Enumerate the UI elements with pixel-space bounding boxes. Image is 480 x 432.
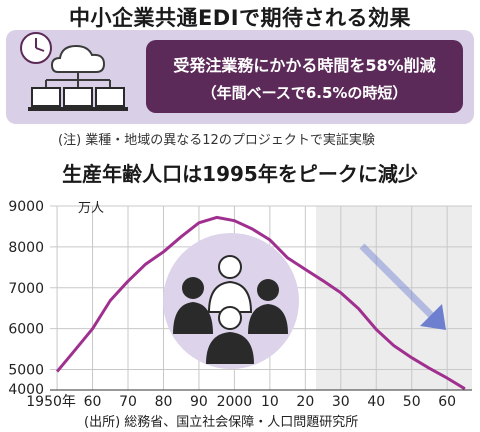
- illustration: [20, 32, 128, 111]
- clock-icon: [20, 32, 52, 64]
- x-tick-label: 90: [190, 394, 208, 410]
- x-axis: 1950年 60 70 80 90 2000 10 20 30 40 50 60: [26, 394, 456, 410]
- x-tick-label: 60: [84, 394, 102, 410]
- cloud-icon: [45, 44, 111, 88]
- footnote: (注) 業種・地域の異なる12のプロジェクトで実証実験: [58, 133, 375, 148]
- people-icon: [163, 233, 299, 369]
- y-tick-label: 8000: [8, 240, 44, 256]
- y-tick-label: 5000: [8, 363, 44, 379]
- laptop-icon: [60, 87, 96, 111]
- x-tick-label: 20: [296, 394, 314, 410]
- callout-subline: （年間ベースで6.5%の時短）: [201, 84, 408, 102]
- y-tick-label: 4000: [8, 382, 44, 398]
- population-line: [55, 215, 466, 391]
- arrow-icon: [359, 243, 446, 330]
- callout-headline: 受発注業務にかかる時間を58%削減: [173, 56, 436, 75]
- laptop-icon: [92, 87, 128, 111]
- y-axis: 4000 5000 6000 7000 8000 9000: [8, 199, 44, 398]
- projection-shade: [315, 206, 472, 390]
- x-tick-label: 1950年: [26, 394, 76, 410]
- y-tick-label: 6000: [8, 322, 44, 338]
- x-tick-label: 60: [438, 394, 456, 410]
- x-tick-label: 70: [119, 394, 137, 410]
- x-tick-label: 30: [332, 394, 350, 410]
- unit-label: 万人: [78, 201, 104, 216]
- population-chart: 万人 4000 5000 6000 7000 8000 9000 1950年 60 70 80 9…: [8, 199, 472, 410]
- x-tick-label: 2000: [217, 394, 253, 410]
- x-tick-label: 80: [155, 394, 173, 410]
- y-tick-label: 9000: [8, 199, 44, 215]
- effect-callout: 受発注業務にかかる時間を58%削減 （年間ベースで6.5%の時短）: [146, 40, 463, 113]
- x-tick-label: 10: [261, 394, 279, 410]
- infographic-title: 中小企業共通EDIで期待される効果: [68, 6, 412, 30]
- y-tick-label: 7000: [8, 281, 44, 297]
- x-tick-label: 40: [367, 394, 385, 410]
- x-tick-label: 50: [403, 394, 421, 410]
- laptop-icon: [28, 87, 64, 111]
- source-note: (出所) 総務省、国立社会保障・人口問題研究所: [84, 415, 359, 430]
- chart-title: 生産年齢人口は1995年をピークに減少: [62, 162, 418, 186]
